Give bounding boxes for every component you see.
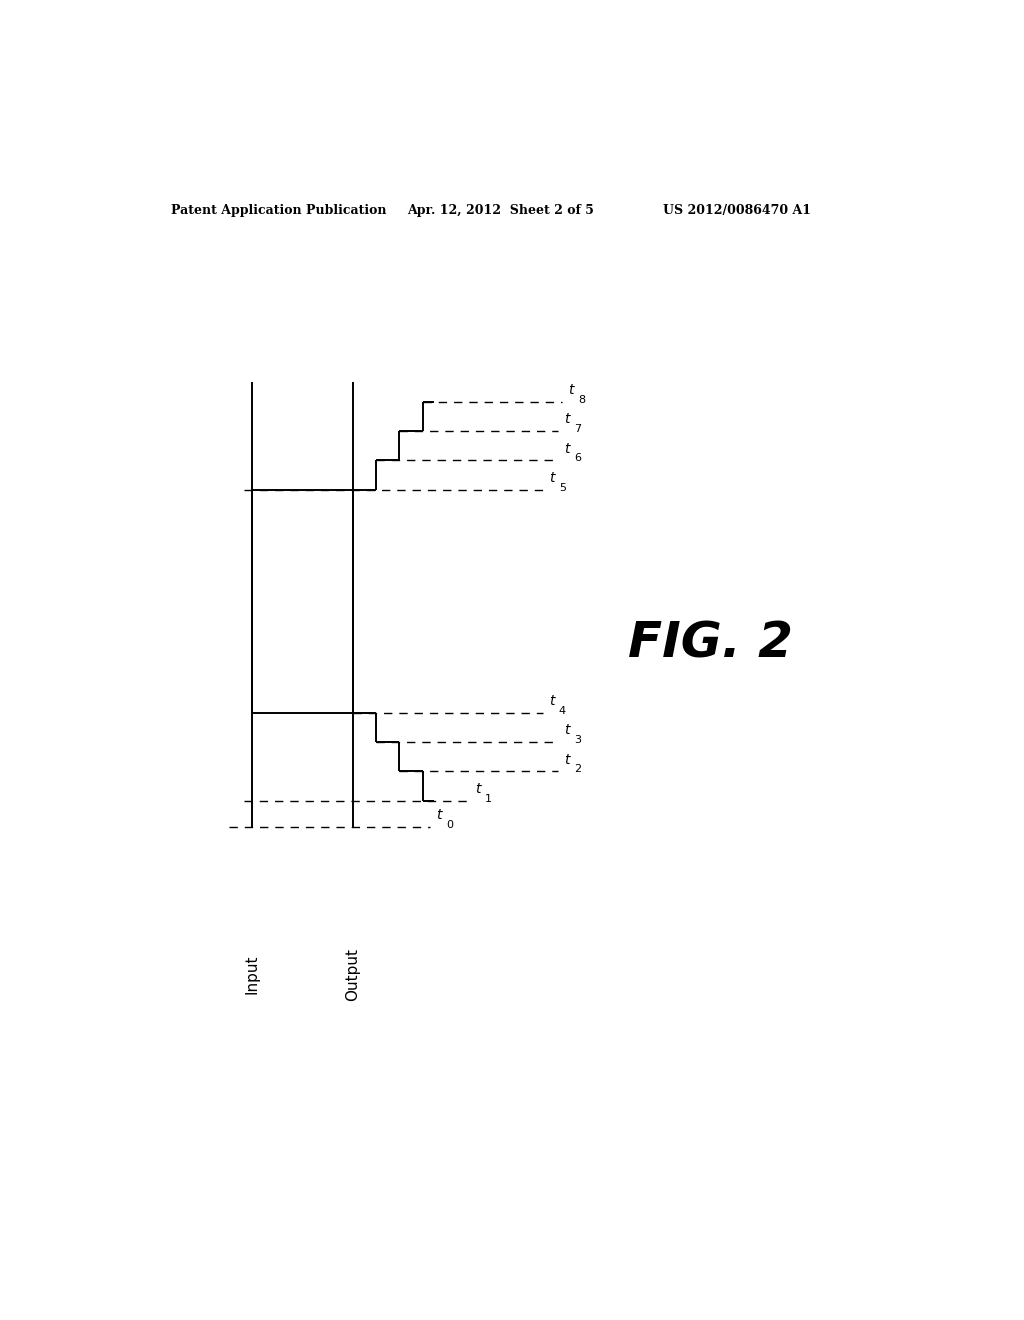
Text: 3: 3: [574, 735, 582, 744]
Text: Patent Application Publication: Patent Application Publication: [171, 205, 386, 218]
Text: $t$: $t$: [549, 471, 557, 484]
Text: Input: Input: [245, 954, 259, 994]
Text: $t$: $t$: [568, 383, 577, 397]
Text: 4: 4: [559, 706, 566, 715]
Text: FIG. 2: FIG. 2: [628, 619, 793, 668]
Text: 2: 2: [574, 764, 582, 775]
Text: 1: 1: [485, 793, 493, 804]
Text: 8: 8: [579, 395, 586, 405]
Text: 7: 7: [574, 424, 582, 434]
Text: US 2012/0086470 A1: US 2012/0086470 A1: [663, 205, 811, 218]
Text: $t$: $t$: [564, 412, 572, 426]
Text: Output: Output: [345, 948, 360, 1001]
Text: $t$: $t$: [564, 723, 572, 738]
Text: $t$: $t$: [564, 752, 572, 767]
Text: 6: 6: [574, 453, 582, 463]
Text: $t$: $t$: [564, 442, 572, 455]
Text: $t$: $t$: [475, 781, 483, 796]
Text: $t$: $t$: [549, 694, 557, 708]
Text: 0: 0: [446, 820, 454, 830]
Text: 5: 5: [559, 483, 566, 492]
Text: Apr. 12, 2012  Sheet 2 of 5: Apr. 12, 2012 Sheet 2 of 5: [407, 205, 594, 218]
Text: $t$: $t$: [436, 808, 444, 822]
